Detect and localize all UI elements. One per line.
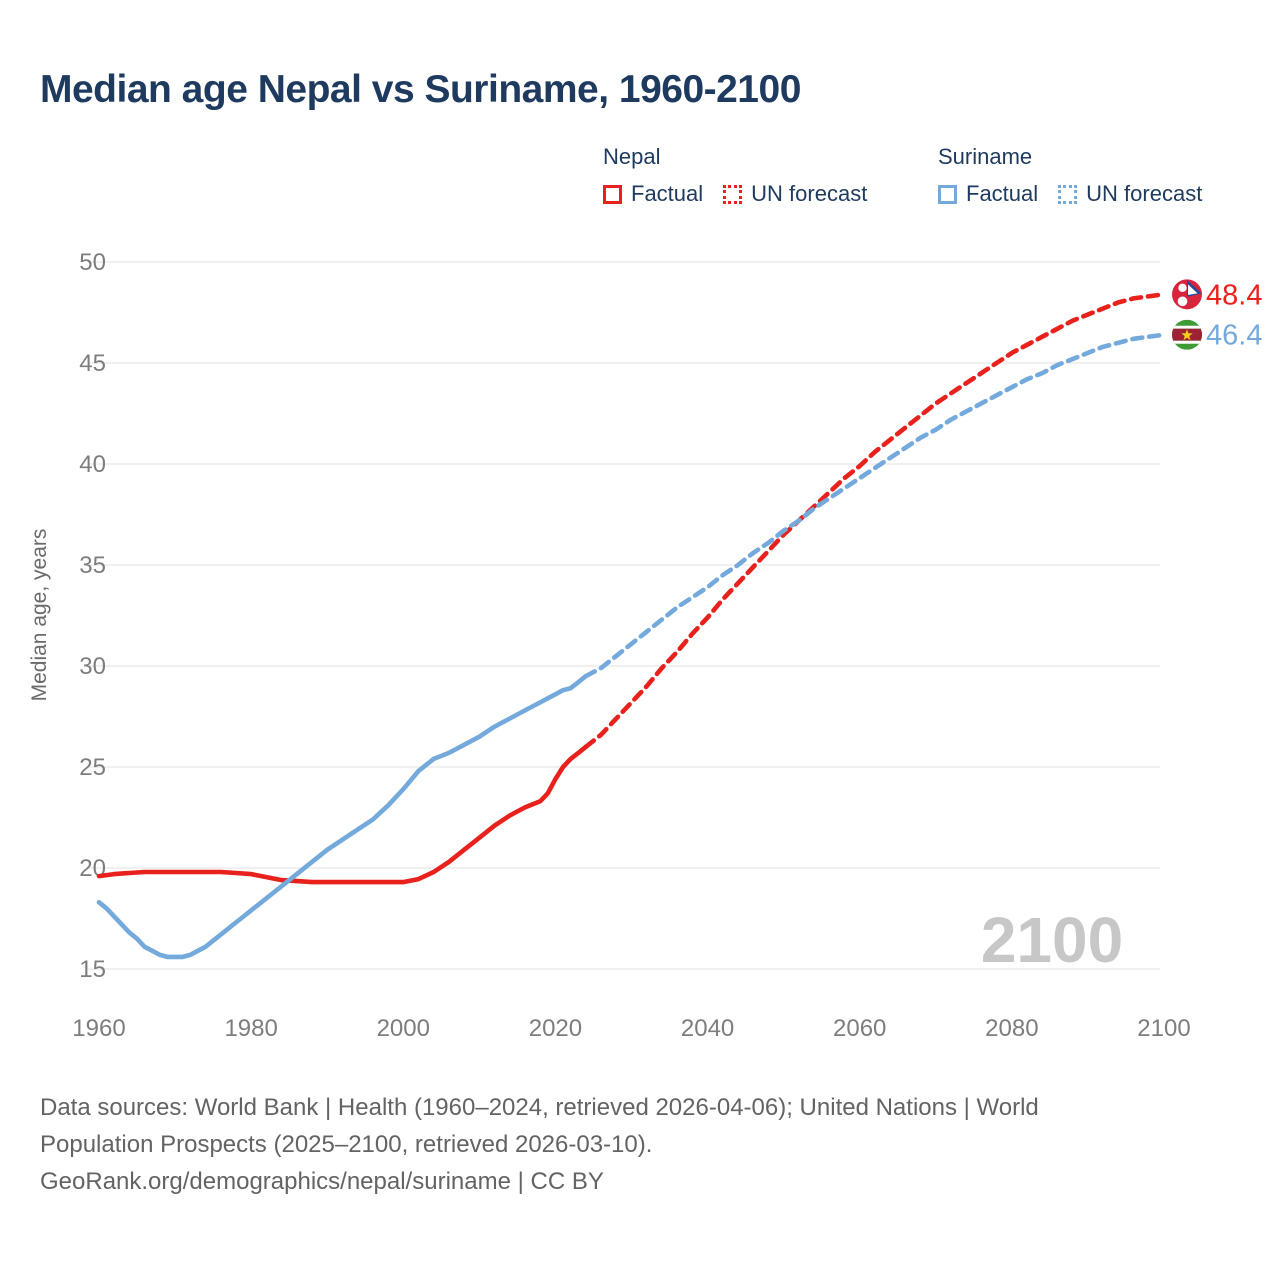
watermark-year: 2100: [981, 904, 1123, 976]
legend-swatch-nepal-factual: [603, 184, 622, 204]
y-tick-label: 30: [79, 653, 106, 680]
legend-swatch-suriname-forecast: [1058, 184, 1078, 204]
suriname-flag-icon: [1172, 319, 1202, 350]
legend-row: Factual UN forecast: [603, 181, 867, 207]
y-axis-label: Median age, years: [28, 529, 51, 702]
nepal-flag-icon: [1172, 279, 1202, 310]
x-tick-label: 2040: [681, 1015, 734, 1042]
legend-group-name: Nepal: [603, 144, 661, 169]
page-title: Median age Nepal vs Suriname, 1960-2100: [40, 68, 801, 111]
x-tick-label: 1960: [72, 1015, 125, 1042]
footer-line-attribution: GeoRank.org/demographics/nepal/suriname …: [40, 1168, 604, 1195]
legend-group-nepal: Nepal Factual UN forecast: [603, 144, 867, 207]
legend-label: UN forecast: [751, 181, 868, 206]
series-line-suriname-forecast: [583, 332, 1167, 679]
end-labels: 48.4 46.4: [1172, 279, 1262, 352]
x-tick-label: 2000: [377, 1015, 430, 1042]
legend-group-name: Suriname: [938, 144, 1033, 169]
x-tick-label: 1980: [224, 1015, 277, 1042]
y-tick-label: 35: [79, 552, 106, 579]
footer-line-datasources: Data sources: World Bank | Health (1960–…: [40, 1094, 1039, 1121]
footer-line-prospects: Population Prospects (2025–2100, retriev…: [40, 1131, 653, 1158]
series-line-nepal-factual: [96, 744, 589, 885]
y-tick-label: 50: [79, 249, 106, 276]
y-tick-label: 40: [79, 451, 106, 478]
y-tick-label: 25: [79, 754, 106, 781]
gridlines: [88, 261, 1160, 970]
x-tick-label: 2020: [529, 1015, 582, 1042]
series-line-suriname-factual: [96, 673, 589, 960]
legend-label: Factual: [966, 181, 1039, 206]
x-tick-label: 2060: [833, 1015, 886, 1042]
series-line-nepal-forecast: [583, 291, 1167, 750]
y-tick-label: 45: [79, 350, 106, 377]
footer: Data sources: World Bank | Health (1960–…: [40, 1089, 1039, 1200]
legend-row: Factual UN forecast: [938, 181, 1202, 207]
legend-label: UN forecast: [1086, 181, 1203, 206]
legend-swatch-suriname-factual: [938, 184, 957, 204]
legend-label: Factual: [631, 181, 704, 206]
legend-swatch-nepal-forecast: [723, 184, 743, 204]
x-tick-label: 2080: [985, 1015, 1038, 1042]
y-tick-label: 15: [79, 956, 106, 983]
end-value-label-suriname: 46.4: [1206, 320, 1262, 352]
end-value-label-nepal: 48.4: [1206, 279, 1262, 311]
legend-group-suriname: Suriname Factual UN forecast: [938, 144, 1202, 207]
x-tick-label: 2100: [1137, 1015, 1190, 1042]
